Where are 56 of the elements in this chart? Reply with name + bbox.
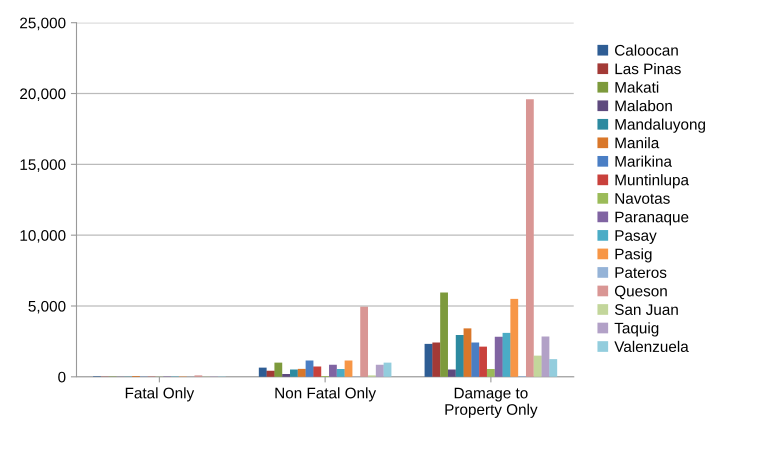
bar	[440, 292, 448, 377]
x-tick-label: Damage to Property Only	[445, 388, 538, 418]
legend-label: Pasay	[616, 230, 657, 244]
bar	[313, 366, 322, 377]
bar	[432, 342, 440, 377]
legend-label: Muntinlupa	[616, 174, 689, 188]
legend-label: Paranaque	[616, 212, 688, 226]
bar	[486, 369, 495, 377]
bar	[464, 328, 472, 377]
bar	[306, 360, 314, 377]
bar	[266, 370, 274, 377]
bar	[424, 344, 432, 377]
bar	[336, 369, 345, 377]
bar	[456, 335, 464, 377]
legend-label: Pasig	[616, 248, 652, 262]
bar	[282, 374, 290, 377]
bar	[329, 364, 337, 377]
bar	[542, 336, 550, 377]
bar	[479, 346, 487, 377]
x-tick-label: Non Fatal Only	[275, 387, 376, 402]
legend-label: Navotas	[616, 193, 670, 204]
bar	[258, 368, 267, 377]
y-tick-label: 25,000	[20, 18, 66, 30]
y-tick-label: 20,000	[20, 88, 66, 102]
bar	[360, 306, 368, 377]
y-tick-label: 0	[58, 372, 66, 383]
bar	[376, 364, 384, 377]
legend-label: Manila	[616, 137, 660, 148]
legend-label: Las Pinas	[616, 63, 681, 74]
bar	[534, 356, 542, 377]
bar	[471, 342, 480, 377]
y-tick-label: 15,000	[20, 159, 66, 172]
bar	[344, 360, 352, 377]
bar	[298, 368, 306, 377]
bar	[494, 336, 503, 377]
bar	[290, 369, 298, 377]
bar	[549, 359, 558, 377]
bar	[384, 362, 392, 377]
y-tick-label: 10,000	[20, 230, 66, 243]
y-tick-label: 5,000	[28, 300, 66, 314]
legend-label: Pateros	[616, 267, 666, 278]
bar	[510, 298, 518, 377]
legend-label: Taquig	[614, 322, 658, 337]
legend-label: Mandaluyong	[616, 118, 705, 133]
bar	[274, 362, 282, 377]
legend-label: Queson	[614, 286, 667, 300]
legend-label: Valenzuela	[614, 340, 689, 352]
legend-label: San Juan	[614, 304, 678, 315]
legend-label: Caloocan	[615, 44, 678, 56]
legend-label: Marikina	[616, 156, 672, 167]
x-tick-label: Fatal Only	[126, 387, 194, 402]
legend-label: Makati	[616, 82, 658, 93]
bar	[526, 99, 534, 377]
legend-label: Malabon	[616, 100, 672, 112]
bar	[502, 332, 510, 377]
bar	[448, 369, 456, 377]
